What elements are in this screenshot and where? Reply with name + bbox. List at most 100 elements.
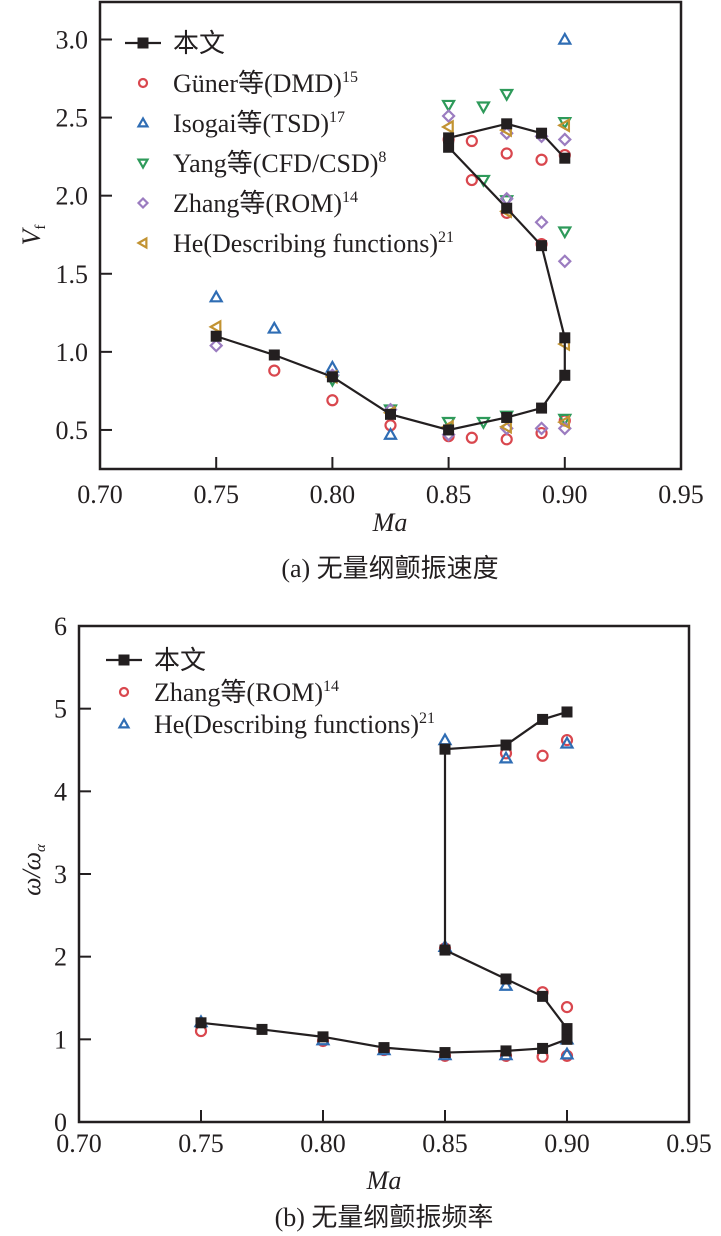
legend-item-guner: Güner等(DMD)15 [137, 69, 358, 98]
series-guner [268, 133, 571, 446]
series-main [210, 118, 571, 436]
x-tick-label: 0.70 [77, 480, 123, 509]
legend-marker-main [137, 37, 149, 49]
chart-b-ylabel-sub: α [33, 843, 49, 852]
point-zhang [209, 338, 224, 353]
series-isogai [208, 31, 573, 440]
point-zhang [534, 215, 549, 230]
point-main [317, 1031, 329, 1043]
svg-text:Vf: Vf [17, 225, 49, 246]
x-tick-label: 0.95 [658, 480, 704, 509]
point-zhang_b [536, 749, 549, 762]
y-tick-label: 2.5 [56, 104, 89, 133]
point-guner [465, 431, 478, 444]
point-main [536, 127, 548, 139]
point-main [385, 408, 396, 420]
point-he_b [437, 732, 453, 746]
legend-item-he: He(Describing functions)21 [136, 229, 454, 258]
y-tick-label: 0.5 [56, 416, 89, 445]
point-main [439, 743, 451, 755]
point-main [378, 1042, 390, 1054]
chart-a-caption: (a) 无量纲颤振速度 [281, 554, 498, 583]
legend-label-zhang: Zhang等(ROM)14 [173, 189, 358, 218]
point-isogai [266, 320, 282, 334]
chart-a-ylabel-sub: f [33, 225, 49, 230]
point-main [501, 118, 513, 130]
point-main [537, 713, 549, 725]
x-tick-label: 0.90 [542, 480, 588, 509]
point-main [561, 706, 573, 718]
legend-marker-yang [136, 158, 150, 170]
point-isogai [208, 289, 224, 303]
legend-item-zhang_b: Zhang等(ROM)14 [118, 678, 339, 707]
svg-text:ω/ωα: ω/ωα [17, 843, 49, 896]
point-he_b [559, 735, 575, 749]
point-main [500, 1045, 512, 1057]
chart-a-ylabel: Vf [17, 225, 49, 246]
y-tick-label: 6 [54, 612, 67, 641]
legend-item-yang: Yang等(CFD/CSD)8 [136, 149, 386, 178]
legend-marker-he_b [117, 717, 131, 729]
y-tick-label: 2.0 [56, 182, 89, 211]
chart-a-ylabel-main: V [17, 226, 46, 245]
legend-label-he_b: He(Describing functions)21 [154, 710, 435, 739]
x-tick-label: 0.90 [544, 1129, 590, 1158]
point-guner [268, 364, 281, 377]
y-tick-label: 3 [54, 860, 67, 889]
point-main [559, 152, 571, 164]
point-main [536, 402, 548, 414]
chart-a-frame [98, 0, 683, 471]
point-he [208, 319, 222, 335]
point-isogai [557, 31, 573, 45]
legend-label-he: He(Describing functions)21 [173, 229, 454, 258]
point-main [500, 739, 512, 751]
point-main [439, 944, 451, 956]
legend-marker-zhang [136, 196, 150, 210]
chart-a-xlabel: Ma [372, 508, 408, 537]
series-zhang_b [194, 733, 574, 1063]
x-tick-label: 0.95 [666, 1129, 712, 1158]
point-main [501, 202, 513, 214]
x-tick-label: 0.70 [56, 1129, 102, 1158]
x-tick-label: 0.75 [193, 480, 239, 509]
series-he [208, 117, 571, 435]
point-he [557, 414, 571, 430]
y-tick-label: 3.0 [56, 25, 89, 54]
y-tick-label: 5 [54, 695, 67, 724]
legend-item-he_b: He(Describing functions)21 [117, 710, 435, 739]
x-tick-label: 0.85 [422, 1129, 468, 1158]
point-zhang [557, 132, 572, 147]
y-tick-label: 1.0 [56, 338, 89, 367]
x-tick-label: 0.75 [178, 1129, 224, 1158]
point-main [537, 990, 549, 1002]
point-main [561, 1023, 573, 1035]
point-guner [535, 426, 548, 440]
point-yang [557, 226, 573, 240]
point-guner [465, 173, 478, 187]
y-tick-label: 2 [54, 943, 67, 972]
legend-label-guner: Güner等(DMD)15 [173, 69, 358, 98]
series-he_b [193, 732, 575, 1061]
point-main [501, 411, 513, 423]
x-tick-label: 0.85 [426, 480, 472, 509]
point-guner [465, 134, 478, 148]
legend-marker-guner [137, 77, 149, 89]
legend-marker-main [118, 654, 130, 666]
point-he_b [498, 977, 514, 991]
point-guner [535, 153, 548, 166]
point-main [559, 369, 571, 381]
point-he [440, 119, 454, 135]
legend-marker-isogai [136, 116, 150, 128]
chart-b-caption: (b) 无量纲颤振频率 [275, 1203, 494, 1232]
x-tick-label: 0.80 [300, 1129, 346, 1158]
series-line-main [215, 146, 566, 432]
series-line-main [448, 122, 566, 159]
point-he [557, 117, 571, 133]
legend-label-main: 本文 [154, 646, 206, 675]
y-tick-label: 1.5 [56, 260, 89, 289]
point-guner [500, 433, 513, 446]
y-tick-label: 0 [54, 1108, 67, 1137]
y-tick-label: 1 [54, 1025, 67, 1054]
point-main [268, 349, 280, 361]
